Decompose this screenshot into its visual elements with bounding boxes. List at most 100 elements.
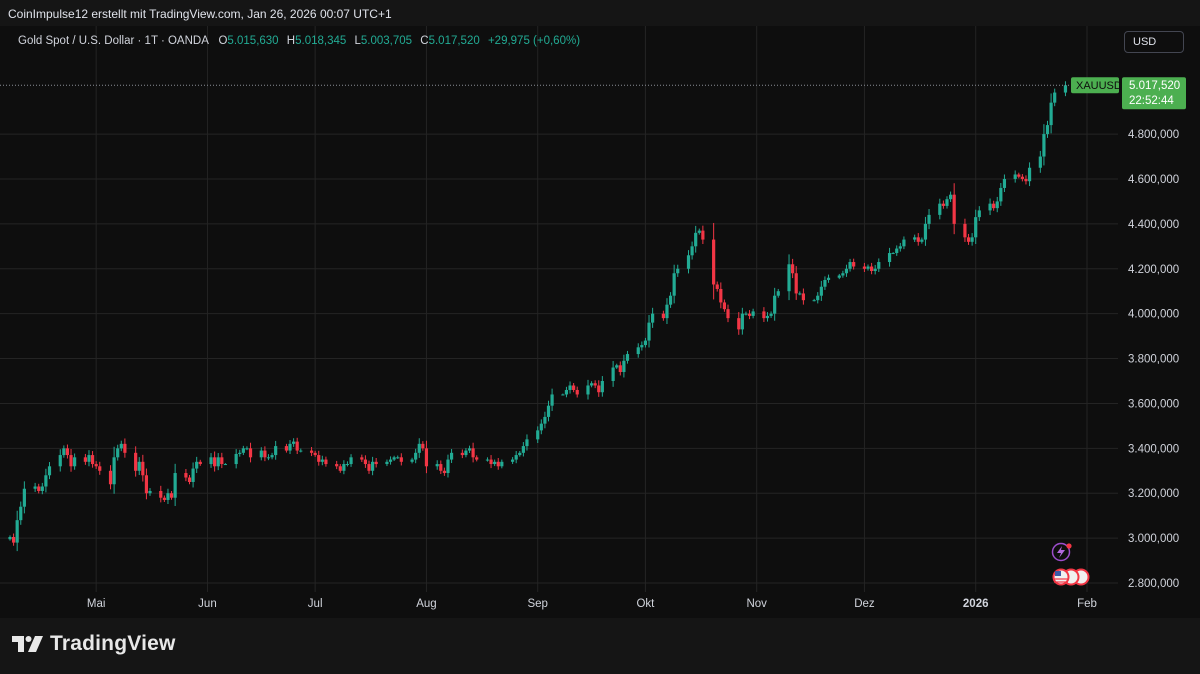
ohlc-legend[interactable]: Gold Spot / U.S. Dollar · 1T · OANDA O5.… — [18, 35, 580, 47]
candle-body — [370, 461, 375, 471]
candle-body — [184, 473, 188, 478]
candle-body — [902, 239, 906, 247]
candle-body — [801, 293, 805, 301]
candle-body — [396, 457, 400, 459]
candle-body — [611, 367, 615, 381]
time-tick-label: Aug — [416, 598, 436, 610]
candle-body — [439, 464, 443, 471]
candle-body — [694, 232, 698, 247]
candle-body — [844, 268, 849, 274]
candle-body — [464, 450, 468, 456]
candle-body — [862, 266, 867, 269]
candle-body — [999, 187, 1003, 202]
candle-body — [597, 385, 601, 393]
candle-body — [263, 450, 267, 458]
candle-body — [65, 448, 70, 456]
candle-body — [90, 455, 95, 465]
candle-body — [712, 239, 716, 285]
candle-body — [1038, 156, 1042, 168]
candle-body — [424, 448, 429, 467]
candle-body — [826, 277, 831, 280]
candle-body — [442, 470, 446, 474]
price-tick-label: 4.600,000 — [1128, 174, 1179, 186]
candle-body — [299, 450, 303, 452]
chart-panel[interactable] — [0, 26, 1200, 618]
time-tick-label: Sep — [527, 598, 547, 610]
candle-body — [317, 455, 321, 462]
candle-body — [367, 464, 371, 471]
candle-body — [1017, 174, 1021, 177]
event-icons[interactable] — [1051, 542, 1090, 586]
candle-body — [1045, 125, 1050, 135]
candle-body — [467, 448, 472, 451]
candle-body — [701, 230, 705, 240]
legend-open-label: O — [218, 35, 228, 47]
candle-body — [216, 457, 220, 467]
candle-body — [676, 268, 680, 274]
candle-body — [19, 506, 23, 521]
candle-body — [449, 452, 454, 460]
candle-body — [521, 446, 525, 453]
candle-body — [791, 264, 795, 274]
legend-open: 5.015,630 — [227, 35, 279, 47]
candle-body — [992, 203, 996, 209]
candle-body — [546, 405, 551, 417]
candle-body — [173, 473, 177, 498]
candle-body — [195, 461, 199, 469]
candle-body — [475, 457, 479, 460]
candle-body — [15, 520, 19, 543]
candle-body — [995, 201, 999, 209]
candle-body — [514, 455, 518, 460]
price-tick-label: 4.200,000 — [1128, 264, 1179, 276]
candle-body — [241, 448, 245, 453]
time-axis: Mai Jun Jul Aug Sep Okt Nov Dez 2026 Feb — [87, 598, 1097, 610]
candle-body — [966, 237, 971, 242]
candle-body — [421, 443, 425, 449]
candle-body — [493, 461, 497, 465]
legend-symbol: Gold Spot / U.S. Dollar · 1T · OANDA — [18, 35, 209, 47]
legend-close-label: C — [420, 35, 429, 47]
candle-body — [446, 459, 450, 474]
candle-body — [744, 313, 748, 315]
candle-body — [119, 443, 123, 449]
candle-body — [747, 313, 752, 316]
candles — [8, 81, 1068, 552]
us-flag-event-icon — [1052, 568, 1090, 586]
candle-body — [1002, 178, 1007, 188]
candle-body — [363, 459, 368, 465]
candle-body — [773, 295, 777, 314]
candle-body — [47, 466, 52, 476]
currency-button[interactable]: USD — [1124, 31, 1184, 53]
candle-body — [938, 203, 942, 215]
candle-body — [952, 194, 956, 224]
candle-body — [238, 452, 242, 454]
candle-body — [223, 464, 227, 466]
candle-body — [288, 443, 292, 451]
candle-body — [345, 464, 350, 466]
time-tick-label: Okt — [636, 598, 655, 610]
candle-body — [963, 223, 967, 238]
candle-body — [460, 452, 464, 456]
candle-body — [169, 493, 174, 498]
candle-body — [33, 486, 37, 489]
candle-body — [342, 464, 346, 471]
price-tick-label: 4.400,000 — [1128, 219, 1179, 231]
time-tick-label: Mai — [87, 598, 106, 610]
candle-body — [647, 322, 651, 341]
candle-body — [259, 450, 263, 458]
candle-body — [374, 461, 378, 465]
candle-body — [1049, 102, 1053, 126]
price-tick-label: 3.400,000 — [1128, 443, 1179, 455]
candle-body — [798, 293, 802, 295]
legend-high: 5.018,345 — [295, 35, 347, 47]
candle-body — [360, 457, 364, 460]
candle-body — [593, 383, 597, 386]
candle-body — [690, 246, 694, 256]
candle-body — [564, 389, 569, 395]
tradingview-logo[interactable]: TradingView — [12, 632, 176, 656]
candle-body — [661, 313, 665, 319]
candle-body — [1053, 92, 1057, 103]
candle-body — [123, 443, 127, 453]
price-tag-value-box — [1122, 77, 1186, 110]
